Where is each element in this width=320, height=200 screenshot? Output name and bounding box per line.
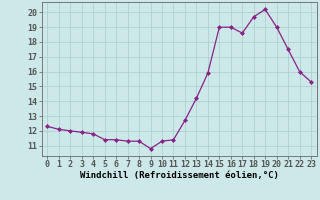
X-axis label: Windchill (Refroidissement éolien,°C): Windchill (Refroidissement éolien,°C) (80, 171, 279, 180)
